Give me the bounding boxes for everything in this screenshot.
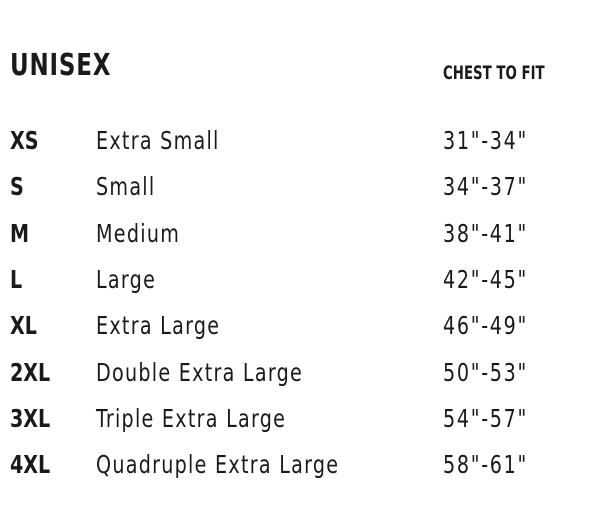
size-range: 54"-57" [443, 403, 529, 433]
size-name: Triple Extra Large [96, 403, 287, 433]
size-name: Extra Small [96, 126, 220, 155]
size-range: 31"-34" [443, 126, 529, 155]
size-code: XS [10, 126, 39, 155]
size-code: S [10, 172, 24, 202]
size-name: Double Extra Large [96, 357, 304, 387]
size-chart-title: UNISEX [10, 48, 112, 83]
size-code: 3XL [10, 403, 51, 433]
size-range: 42"-45" [443, 264, 529, 294]
size-name: Small [96, 172, 156, 202]
size-row: 4XL Quadruple Extra Large 58"-61" [0, 450, 600, 496]
size-range: 34"-37" [443, 172, 529, 202]
size-name: Quadruple Extra Large [96, 450, 340, 480]
size-name: Medium [96, 218, 181, 248]
size-row: 2XL Double Extra Large 50"-53" [0, 358, 600, 404]
size-row: M Medium 38"-41" [0, 219, 600, 265]
size-name: Large [96, 264, 157, 294]
size-row: XS Extra Small 31"-34" [0, 126, 600, 172]
size-code: L [10, 264, 23, 294]
size-range: 46"-49" [443, 311, 529, 341]
size-range: 50"-53" [443, 357, 529, 387]
size-row: S Small 34"-37" [0, 172, 600, 218]
size-code: 2XL [10, 357, 51, 387]
size-code: 4XL [10, 450, 51, 480]
chest-column-header: CHEST TO FIT [443, 62, 545, 84]
size-range: 58"-61" [443, 450, 529, 480]
size-range: 38"-41" [443, 218, 529, 248]
size-name: Extra Large [96, 311, 221, 341]
size-row: L Large 42"-45" [0, 265, 600, 311]
size-code: XL [10, 311, 37, 341]
size-code: M [10, 218, 30, 248]
size-row: XL Extra Large 46"-49" [0, 311, 600, 357]
size-row: 3XL Triple Extra Large 54"-57" [0, 404, 600, 450]
